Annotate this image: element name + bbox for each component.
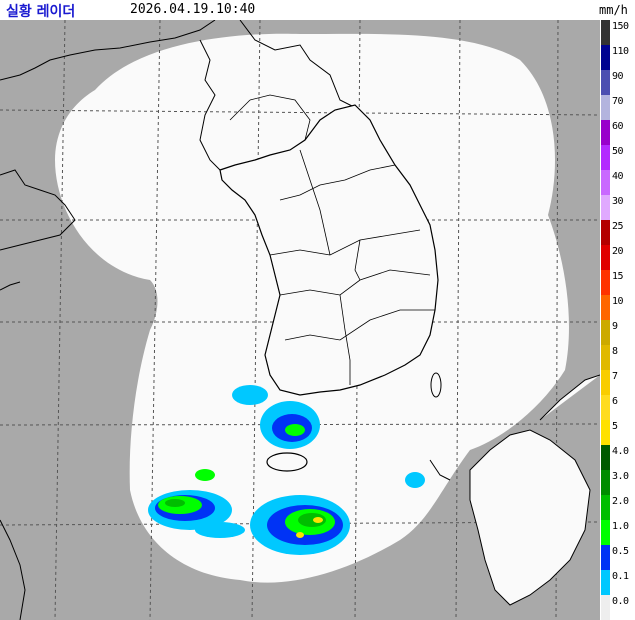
legend-swatch	[601, 295, 610, 320]
legend-swatch	[601, 270, 610, 295]
legend-label: 40	[612, 171, 624, 182]
legend-label: 30	[612, 196, 624, 207]
legend-entry: 6	[600, 395, 635, 420]
legend-entry: 9	[600, 320, 635, 345]
legend-entry: 1.0	[600, 520, 635, 545]
legend-entry: 40	[600, 170, 635, 195]
legend-swatch	[601, 370, 610, 395]
legend-swatch	[601, 470, 610, 495]
legend-label: 150	[612, 21, 629, 32]
jeju-island	[266, 452, 308, 472]
legend-entry: 30	[600, 195, 635, 220]
legend-entry: 0.5	[600, 545, 635, 570]
japan-kyushu	[429, 374, 600, 606]
legend-label: 5	[612, 421, 618, 432]
coastlines	[0, 20, 361, 620]
legend-swatch	[601, 445, 610, 470]
legend-entry: 3.0	[600, 470, 635, 495]
precipitation-legend: 150 110 90 70 60 50 40 30 25 20 15 10 9 8 7 6 5 4.0 3.0 2.0…	[600, 20, 635, 620]
legend-label: 6	[612, 396, 618, 407]
echo-cluster-intense	[165, 499, 326, 527]
legend-swatch	[601, 220, 610, 245]
legend-swatch	[601, 395, 610, 420]
legend-swatch	[601, 70, 610, 95]
legend-label: 20	[612, 246, 624, 257]
legend-label: 7	[612, 371, 618, 382]
legend-swatch	[601, 95, 610, 120]
legend-unit: mm/h	[599, 3, 628, 17]
legend-entry: 2.0	[600, 495, 635, 520]
legend-entry: 110	[600, 45, 635, 70]
legend-label: 3.0	[612, 471, 629, 482]
legend-label: 0.1	[612, 571, 629, 582]
legend-entry: 20	[600, 245, 635, 270]
echo-cluster-peak	[296, 517, 323, 538]
legend-swatch	[601, 20, 610, 45]
legend-swatch	[601, 420, 610, 445]
legend-swatch	[601, 345, 610, 370]
legend-label: 15	[612, 271, 624, 282]
legend-entry: 7	[600, 370, 635, 395]
legend-entry: 60	[600, 120, 635, 145]
legend-label: 0.5	[612, 546, 629, 557]
legend-swatch	[601, 145, 610, 170]
legend-label: 50	[612, 146, 624, 157]
legend-label: 90	[612, 71, 624, 82]
legend-label: 0.0	[612, 596, 629, 607]
legend-entry: 8	[600, 345, 635, 370]
legend-swatch	[601, 495, 610, 520]
legend-label: 60	[612, 121, 624, 132]
legend-swatch	[601, 245, 610, 270]
province-borders	[229, 94, 435, 385]
legend-entry: 10	[600, 295, 635, 320]
legend-entry: 70	[600, 95, 635, 120]
radar-echoes	[148, 385, 425, 555]
legend-entry: 25	[600, 220, 635, 245]
legend-entry: 4.0	[600, 445, 635, 470]
legend-entry: 15	[600, 270, 635, 295]
legend-swatch	[601, 570, 610, 595]
legend-label: 4.0	[612, 446, 629, 457]
observation-time: 2026.04.19.10:40	[130, 2, 256, 17]
legend-swatch	[601, 320, 610, 345]
legend-entry: 90	[600, 70, 635, 95]
legend-swatch	[601, 545, 610, 570]
legend-swatch	[601, 170, 610, 195]
legend-swatch	[601, 195, 610, 220]
legend-label: 8	[612, 346, 618, 357]
page-title: 실황 레이더	[6, 4, 76, 20]
legend-label: 10	[612, 296, 624, 307]
legend-entry: 150	[600, 20, 635, 45]
header-bar: 실황 레이더 2026.04.19.10:40	[0, 0, 600, 20]
legend-label: 9	[612, 321, 618, 332]
legend-label: 2.0	[612, 496, 629, 507]
legend-label: 70	[612, 96, 624, 107]
legend-entry: 0.0	[600, 595, 635, 620]
radar-map	[0, 20, 600, 620]
legend-label: 1.0	[612, 521, 629, 532]
island	[430, 372, 442, 398]
legend-entry: 50	[600, 145, 635, 170]
legend-swatch	[601, 45, 610, 70]
legend-entry: 0.1	[600, 570, 635, 595]
legend-entry: 5	[600, 420, 635, 445]
legend-label: 25	[612, 221, 624, 232]
legend-swatch	[601, 120, 610, 145]
legend-label: 110	[612, 46, 629, 57]
legend-swatch	[601, 520, 610, 545]
legend-swatch	[601, 595, 610, 620]
